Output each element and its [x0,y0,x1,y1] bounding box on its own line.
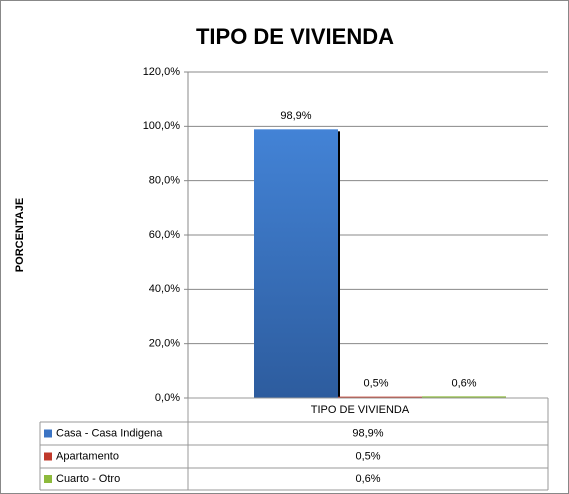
y-tick-label: 80,0% [149,175,180,187]
bar [254,129,338,399]
y-tick-label: 0,0% [155,392,180,404]
legend-label: Casa - Casa Indigena [56,427,163,439]
y-tick-label: 20,0% [149,338,180,350]
data-label: 0,5% [363,378,388,390]
y-axis-label: PORCENTAJE [14,198,26,272]
bar [422,396,506,398]
chart-title: TIPO DE VIVIENDA [196,24,394,49]
legend-label: Apartamento [56,450,119,462]
y-tick-label: 60,0% [149,229,180,241]
y-tick-label: 40,0% [149,283,180,295]
table-value: 0,5% [355,450,380,462]
data-label: 0,6% [451,377,476,389]
y-tick-label: 100,0% [143,120,181,132]
legend-key [44,475,52,483]
bar [338,396,422,398]
data-label: 98,9% [280,110,311,122]
table-value: 0,6% [355,473,380,485]
legend-label: Cuarto - Otro [56,473,120,485]
legend-key [44,429,52,438]
legend-key [44,452,52,461]
y-tick-label: 120,0% [143,66,181,78]
table-value: 98,9% [352,427,383,439]
category-label: TIPO DE VIVIENDA [311,404,410,416]
